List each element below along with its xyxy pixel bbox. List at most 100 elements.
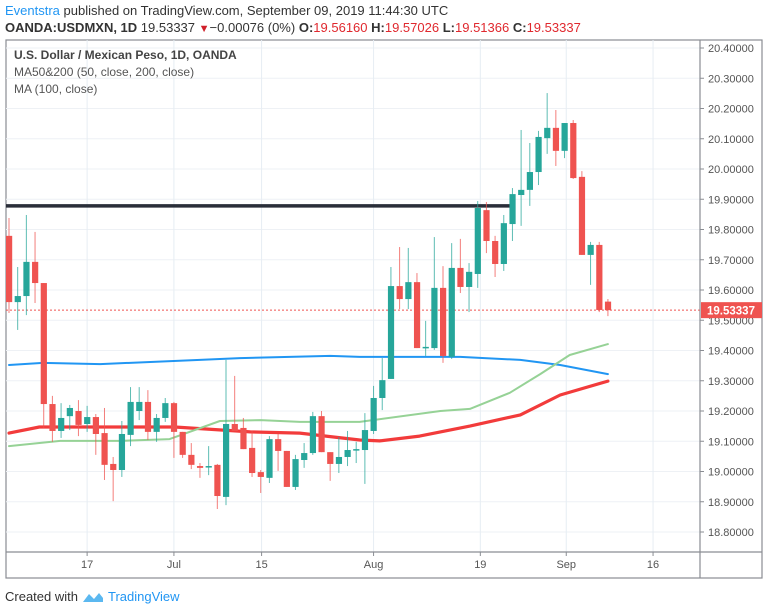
candle-down <box>552 110 560 166</box>
low-value: 19.51366 <box>455 20 510 35</box>
candle-down <box>214 463 221 510</box>
time-tick-label: 17 <box>81 559 93 571</box>
candle-body <box>518 189 525 196</box>
candle-up <box>23 214 30 316</box>
price-tick-label: 19.70000 <box>708 255 754 267</box>
candle-up <box>587 241 594 285</box>
candle-body <box>23 261 30 297</box>
candle-body <box>40 283 47 405</box>
candle-up <box>544 93 551 154</box>
candle-down <box>318 411 325 453</box>
candle-down <box>492 235 499 277</box>
candle-down <box>196 463 204 478</box>
candles <box>6 93 612 510</box>
candle-body <box>405 282 412 300</box>
candle-up <box>379 358 386 411</box>
candle-down <box>413 273 421 349</box>
candle-body <box>387 286 395 379</box>
price-tick-label: 20.10000 <box>708 134 754 146</box>
candle-body <box>335 456 343 464</box>
candle-body <box>440 287 447 356</box>
candle-body <box>188 454 195 465</box>
published-text: published on TradingView.com, September … <box>59 3 449 18</box>
candle-body <box>370 397 377 431</box>
candle-body <box>110 463 117 470</box>
price-tick-label: 19.40000 <box>708 346 754 358</box>
candle-up <box>223 359 230 506</box>
candle-down <box>604 298 612 317</box>
legend-ma50-200[interactable]: MA50&200 (50, close, 200, close) <box>14 65 195 79</box>
candle-down <box>101 407 108 480</box>
candle-down <box>440 266 447 363</box>
candle-down <box>110 456 117 502</box>
publish-info: Eventstra published on TradingView.com, … <box>5 3 448 18</box>
candle-down <box>32 231 39 304</box>
candle-body <box>483 210 490 241</box>
price-tick-label: 19.80000 <box>708 225 754 237</box>
candle-up <box>466 263 473 313</box>
candle-body <box>353 449 360 451</box>
candle-down <box>49 395 56 442</box>
candle-body <box>66 407 73 417</box>
candle-body <box>561 123 568 151</box>
candle-body <box>509 194 516 225</box>
time-axis[interactable]: 17 Jul 15 Aug 19 Sep 16 <box>81 552 659 571</box>
candle-body <box>214 464 221 497</box>
price-tick-label: 19.30000 <box>708 376 754 388</box>
candle-body <box>84 417 91 425</box>
down-arrow-icon: ▼ <box>198 23 210 35</box>
candle-up <box>431 237 438 350</box>
candle-up <box>509 188 516 241</box>
candle-body <box>92 417 99 434</box>
candle-body <box>301 453 308 461</box>
close-value: 19.53337 <box>526 20 581 35</box>
candle-up <box>66 404 73 431</box>
candle-body <box>422 346 429 349</box>
time-tick-label: Jul <box>167 559 181 571</box>
legend-ma100[interactable]: MA (100, close) <box>14 82 98 96</box>
candle-down <box>75 400 82 437</box>
open-label: O: <box>298 20 314 35</box>
price-tick-label: 18.90000 <box>708 497 754 509</box>
symbol: OANDA:USDMXN, 1D <box>5 20 138 35</box>
footer: Created with TradingView <box>5 589 180 604</box>
candle-body <box>431 287 438 349</box>
candle-down <box>92 414 99 455</box>
candle-up <box>309 411 316 455</box>
candle-up <box>335 437 343 474</box>
candle-down <box>231 375 238 431</box>
candle-down <box>578 171 586 255</box>
price-tick-label: 20.00000 <box>708 164 754 176</box>
author-link[interactable]: Eventstra <box>5 3 60 18</box>
candle-up <box>405 247 412 310</box>
candle-body <box>466 271 473 287</box>
candle-body <box>179 431 186 455</box>
time-tick-label: Aug <box>364 559 384 571</box>
time-tick-label: 15 <box>255 559 267 571</box>
moving-averages <box>6 204 700 448</box>
candle-body <box>396 286 403 300</box>
candle-up <box>162 397 169 422</box>
candle-body <box>196 466 204 468</box>
candle-body <box>144 401 152 432</box>
candle-body <box>136 401 143 411</box>
candle-down <box>275 433 282 471</box>
price-tick-label: 19.20000 <box>708 406 754 418</box>
high-label: H: <box>371 20 385 35</box>
candle-body <box>283 450 290 487</box>
candle-up <box>387 267 395 379</box>
candle-down <box>570 119 577 179</box>
candle-body <box>361 430 369 451</box>
candle-body <box>379 380 386 398</box>
candle-body <box>14 296 21 303</box>
candle-body <box>127 401 134 435</box>
candle-body <box>587 244 594 255</box>
price-tick-label: 20.30000 <box>708 73 754 85</box>
candle-down <box>40 283 47 428</box>
candle-body <box>492 240 499 264</box>
tradingview-link[interactable]: TradingView <box>107 589 180 604</box>
price-axis[interactable]: 20.40000 20.30000 20.20000 20.10000 20.00000… <box>700 43 762 539</box>
last-price-badge-label: 19.53337 <box>707 306 755 318</box>
candle-body <box>318 416 325 453</box>
